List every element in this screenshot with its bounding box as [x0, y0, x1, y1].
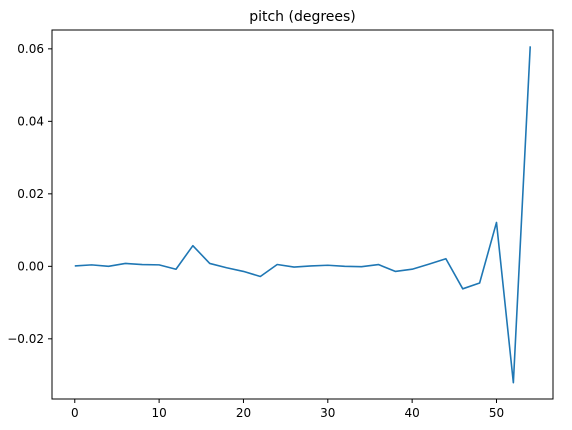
plot-area-frame [52, 30, 553, 399]
y-tick-label: 0.06 [17, 42, 44, 56]
x-tick-label: 40 [405, 406, 420, 420]
x-tick-label: 0 [71, 406, 79, 420]
x-tick-label: 10 [151, 406, 166, 420]
x-tick-label: 50 [489, 406, 504, 420]
x-tick-label: 30 [320, 406, 335, 420]
x-tick-label: 20 [236, 406, 251, 420]
y-tick-label: 0.00 [17, 259, 44, 273]
y-tick-label: 0.04 [17, 114, 44, 128]
y-tick-label: −0.02 [7, 332, 44, 346]
series-line [75, 46, 530, 382]
y-tick-label: 0.02 [17, 187, 44, 201]
chart-title: pitch (degrees) [249, 9, 356, 25]
